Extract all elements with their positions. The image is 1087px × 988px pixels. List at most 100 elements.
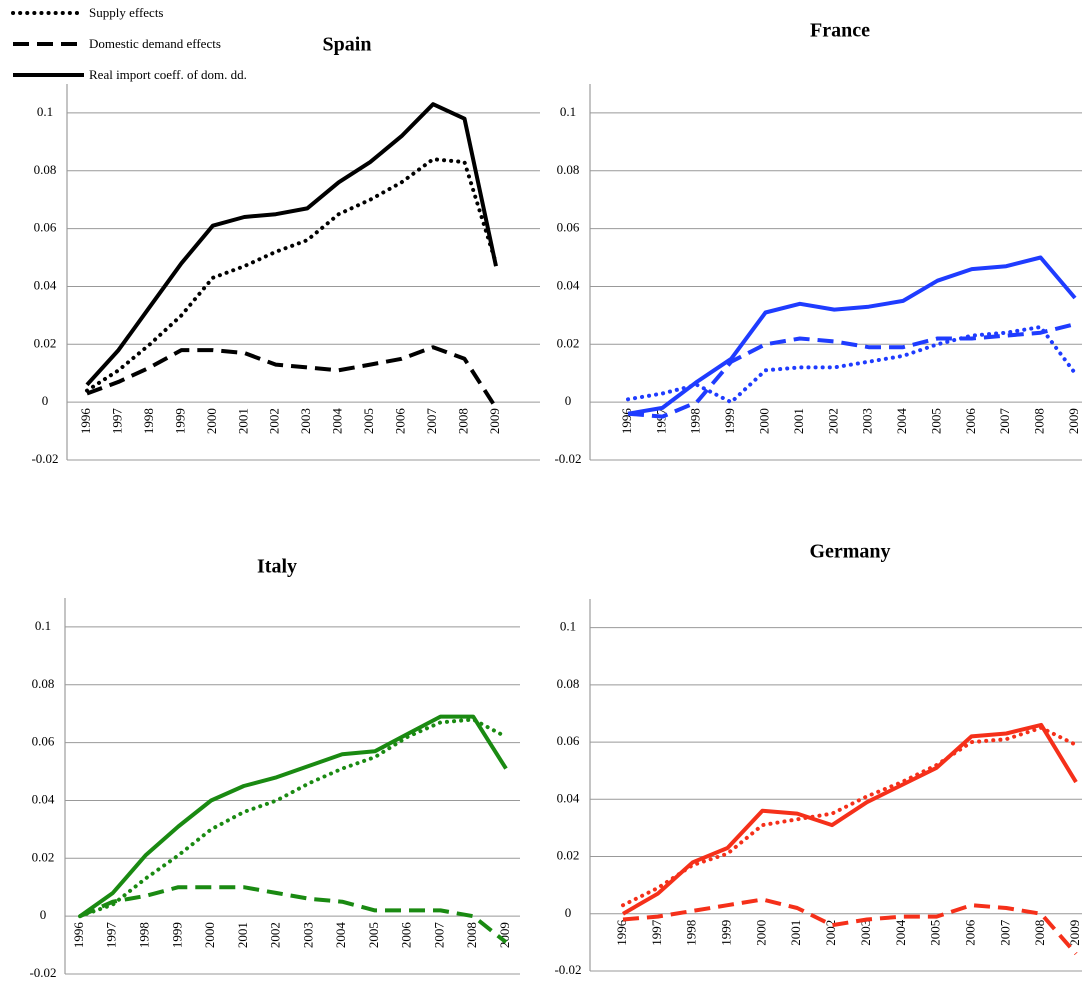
x-tick-label: 2002 (268, 922, 283, 948)
x-tick-label: 1996 (78, 408, 93, 435)
x-tick-label: 2000 (757, 408, 772, 434)
x-tick-label: 2005 (928, 408, 943, 434)
x-tick-label: 2006 (962, 919, 977, 946)
y-tick-label: 0.02 (557, 335, 580, 350)
y-tick-label: 0.08 (32, 676, 55, 691)
series-line (626, 325, 1077, 405)
y-tick-label: -0.02 (31, 451, 58, 466)
series-line (621, 725, 1078, 908)
series-line (79, 885, 508, 944)
series-line (78, 717, 508, 919)
x-tick-label: 2008 (1032, 920, 1047, 946)
x-tick-label: 2005 (361, 408, 376, 434)
y-tick-label: 0.1 (37, 104, 53, 119)
y-tick-label: 0.08 (557, 676, 580, 691)
series-line (622, 897, 1078, 956)
x-tick-label: 2000 (204, 408, 219, 434)
x-tick-label: 2001 (235, 922, 250, 948)
x-tick-label: 2001 (791, 408, 806, 434)
x-tick-label: 2008 (456, 408, 471, 434)
chart-title: Italy (257, 556, 297, 578)
y-tick-label: 0 (565, 393, 572, 408)
y-tick-label: 0 (40, 907, 47, 922)
x-tick-label: 2001 (788, 920, 803, 946)
y-tick-label: 0.1 (35, 618, 51, 633)
x-tick-label: 2004 (894, 408, 909, 435)
x-tick-label: 2008 (1032, 408, 1047, 434)
series-line (627, 322, 1076, 419)
x-tick-label: 2001 (235, 408, 250, 434)
x-tick-label: 1997 (104, 922, 119, 949)
x-tick-label: 2004 (333, 922, 348, 949)
series-line (78, 714, 508, 918)
x-tick-label: 1997 (653, 408, 668, 435)
x-tick-label: 2007 (997, 919, 1012, 946)
x-tick-label: 2005 (928, 920, 943, 946)
x-tick-label: 2004 (893, 919, 908, 946)
chart-title: Spain (323, 34, 372, 56)
y-tick-label: 0.08 (557, 162, 580, 177)
y-tick-label: 0 (42, 393, 49, 408)
x-tick-label: 2006 (393, 408, 408, 435)
x-tick-label: 1997 (649, 919, 664, 946)
x-tick-label: 2002 (825, 408, 840, 434)
y-tick-label: 0.02 (557, 848, 580, 863)
x-tick-label: 1998 (137, 922, 152, 948)
x-tick-label: 1999 (169, 922, 184, 948)
x-tick-label: 2008 (464, 922, 479, 948)
x-tick-label: 2009 (497, 922, 512, 948)
series-line (627, 255, 1077, 416)
x-tick-label: 1998 (141, 408, 156, 434)
x-tick-label: 2005 (366, 922, 381, 948)
series-line (621, 722, 1078, 916)
x-tick-label: 1996 (71, 922, 86, 949)
y-tick-label: 0.06 (557, 220, 580, 235)
series-line (85, 102, 498, 387)
y-tick-label: -0.02 (554, 962, 581, 977)
x-tick-label: 2000 (202, 922, 217, 948)
y-tick-label: 0.04 (32, 791, 55, 806)
y-tick-label: 0.1 (560, 619, 576, 634)
legend-label: Domestic demand effects (89, 36, 221, 51)
x-tick-label: 2009 (1066, 408, 1081, 434)
x-tick-label: 2009 (1067, 920, 1082, 946)
y-tick-label: 0.06 (557, 733, 580, 748)
y-tick-label: 0.08 (34, 162, 57, 177)
x-tick-label: 2007 (997, 408, 1012, 435)
y-tick-label: 0 (565, 905, 572, 920)
y-tick-label: 0.02 (34, 335, 57, 350)
y-tick-label: 0.06 (34, 220, 57, 235)
x-tick-label: 2002 (267, 408, 282, 434)
x-tick-label: 1999 (722, 408, 737, 434)
x-tick-label: 1999 (719, 920, 734, 946)
chart-title: Germany (809, 541, 890, 563)
x-tick-label: 2004 (330, 408, 345, 435)
x-tick-label: 2003 (300, 922, 315, 948)
x-tick-label: 2003 (298, 408, 313, 434)
y-tick-label: 0.1 (560, 104, 576, 119)
x-tick-label: 2000 (753, 920, 768, 946)
series-line (86, 345, 498, 409)
x-tick-label: 1998 (684, 920, 699, 946)
chart-title: France (810, 20, 870, 42)
x-tick-label: 1996 (614, 919, 629, 946)
x-tick-label: 2003 (860, 408, 875, 434)
x-tick-label: 1999 (172, 408, 187, 434)
y-tick-label: 0.02 (32, 849, 55, 864)
y-tick-label: 0.06 (32, 734, 55, 749)
y-tick-label: -0.02 (554, 451, 581, 466)
x-tick-label: 2007 (431, 922, 446, 949)
x-tick-label: 1998 (688, 408, 703, 434)
x-tick-label: 2007 (424, 408, 439, 435)
x-tick-label: 2009 (487, 408, 502, 434)
y-tick-label: -0.02 (29, 965, 56, 980)
legend-label: Real import coeff. of dom. dd. (89, 67, 247, 82)
x-tick-label: 2003 (858, 920, 873, 946)
x-tick-label: 1997 (109, 408, 124, 435)
legend-label: Supply effects (89, 5, 164, 20)
x-tick-label: 2006 (963, 408, 978, 435)
y-tick-label: 0.04 (557, 277, 580, 292)
y-tick-label: 0.04 (34, 277, 57, 292)
y-tick-label: 0.04 (557, 790, 580, 805)
